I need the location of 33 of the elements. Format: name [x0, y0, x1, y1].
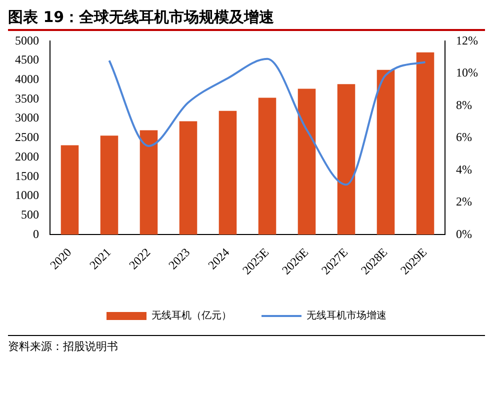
- y-tick-label: 3500: [15, 91, 39, 106]
- legend-label: 无线耳机（亿元）: [152, 310, 232, 322]
- bar: [258, 98, 276, 235]
- y2-tick-label: 12%: [456, 33, 478, 48]
- y-tick-label: 3000: [15, 110, 39, 125]
- y-tick-label: 500: [21, 207, 39, 222]
- bar: [140, 130, 158, 235]
- line-series: [108, 58, 426, 186]
- bar: [218, 110, 237, 235]
- y-tick-label: 1500: [15, 168, 39, 183]
- bar: [100, 136, 118, 235]
- y-tick-label: 2500: [15, 130, 39, 144]
- y2-tick-label: 10%: [456, 66, 478, 80]
- bar: [60, 145, 79, 235]
- bar: [179, 121, 198, 235]
- y2-tick-label: 4%: [456, 162, 472, 176]
- text: 资料来源：招股说明书: [8, 335, 485, 354]
- y-tick-label: 0: [33, 226, 39, 241]
- y2-tick-label: 6%: [456, 130, 472, 144]
- y-tick-label: 1000: [15, 188, 39, 202]
- bar: [376, 70, 395, 235]
- bar: [416, 52, 434, 235]
- y2-tick-label: 8%: [456, 98, 472, 112]
- y-tick-label: 4000: [15, 72, 39, 86]
- y-tick-label: 5000: [15, 33, 39, 48]
- y-tick-label: 2000: [15, 149, 39, 164]
- bar: [298, 88, 316, 235]
- y2-tick-label: 0%: [456, 226, 472, 241]
- legend-label: 无线耳机市场增速: [306, 310, 386, 322]
- chart-title: 图表 19：全球无线耳机市场规模及增速: [8, 8, 485, 31]
- y2-tick-label: 2%: [456, 194, 472, 209]
- y-tick-label: 4500: [15, 52, 39, 67]
- bar: [337, 84, 356, 235]
